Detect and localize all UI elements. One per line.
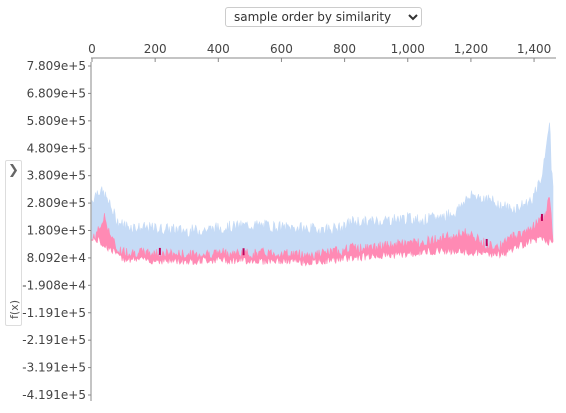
x-tick-label: 800	[333, 42, 356, 56]
fx-axis-panel: ❯ f(x)	[5, 160, 22, 326]
y-tick-label: 4.809e+5	[27, 141, 86, 155]
y-tick-label: -3.191e+5	[22, 361, 86, 375]
dark-accent-mark	[158, 247, 161, 255]
y-tick-label: -1.191e+5	[22, 306, 86, 320]
sample-order-select[interactable]: sample order by similarity	[225, 7, 422, 27]
y-tick-label: 7.809e+5	[27, 59, 86, 73]
y-tick-label: 6.809e+5	[27, 86, 86, 100]
y-tick-label: -2.191e+5	[22, 333, 86, 347]
y-tick-label: 2.809e+5	[27, 196, 86, 210]
x-tick-label: 1,400	[517, 42, 551, 56]
y-tick-label: -1.908e+4	[22, 278, 86, 292]
x-tick-label: 1,000	[391, 42, 425, 56]
x-tick-label: 200	[144, 42, 167, 56]
lower-band-area	[91, 197, 554, 267]
y-tick-label: 5.809e+5	[27, 114, 86, 128]
x-tick-label: 1,200	[454, 42, 488, 56]
y-tick-label: 1.809e+5	[27, 224, 86, 238]
dark-accent-mark	[540, 213, 543, 221]
chevron-right-icon[interactable]: ❯	[8, 163, 19, 178]
x-tick-label: 600	[270, 42, 293, 56]
x-tick-label: 400	[207, 42, 230, 56]
x-tick-label: 0	[88, 42, 96, 56]
y-tick-label: 3.809e+5	[27, 169, 86, 183]
dark-accent-mark	[485, 238, 488, 246]
dark-accent-mark	[242, 248, 245, 256]
y-tick-label: 8.092e+4	[27, 251, 86, 265]
y-tick-label: -4.191e+5	[22, 388, 86, 402]
